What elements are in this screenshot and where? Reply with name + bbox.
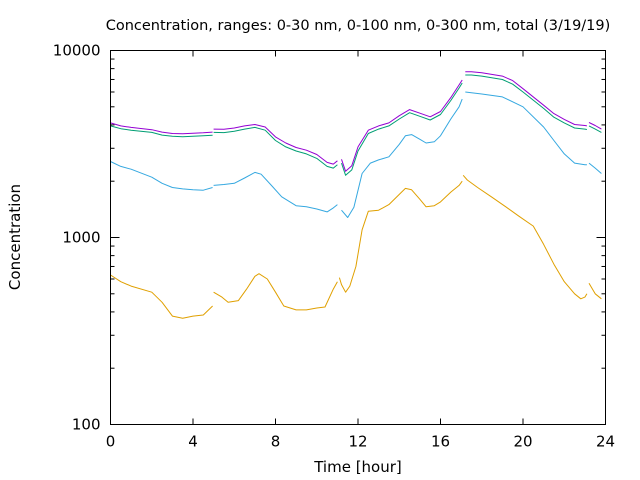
- x-tick-label: 16: [431, 433, 450, 451]
- series-1-segment-5: [588, 282, 602, 300]
- x-tick-label: 12: [348, 433, 367, 451]
- series-2-segment-5: [588, 162, 602, 174]
- series-2-segment-4: [465, 91, 587, 166]
- series-4-segment-3: [341, 79, 463, 172]
- x-tick-label: 4: [188, 433, 198, 451]
- series-3-segment-1: [110, 125, 213, 138]
- series-3-segment-5: [588, 125, 602, 133]
- series-2-segment-3: [341, 98, 463, 218]
- x-tick-label: 24: [596, 433, 615, 451]
- chart-title: Concentration, ranges: 0-30 nm, 0-100 nm…: [106, 18, 611, 34]
- x-tick-label: 0: [106, 433, 116, 451]
- y-tick-label: 10000: [53, 42, 101, 60]
- y-tick-label: 100: [72, 416, 101, 434]
- series-1-segment-3: [338, 180, 463, 293]
- x-axis-label: Time [hour]: [313, 458, 402, 476]
- series-1-segment-4: [462, 174, 588, 300]
- y-axis-label: Concentration: [6, 184, 24, 290]
- plot-series: [110, 71, 602, 319]
- series-4-segment-1: [110, 122, 213, 135]
- series-1-segment-2: [213, 273, 338, 311]
- series-4-segment-4: [465, 71, 587, 127]
- plot-frame: [110, 50, 606, 425]
- series-3-segment-4: [465, 74, 587, 130]
- axis-ticks: [110, 50, 606, 425]
- series-1-segment-1: [110, 274, 213, 319]
- x-tick-label: 8: [271, 433, 281, 451]
- series-2-segment-1: [110, 161, 213, 191]
- axis-tick-labels: 0 4 8 12 16 20 24 100 1000 10000: [53, 42, 615, 451]
- x-tick-label: 20: [513, 433, 532, 451]
- series-4-segment-5: [588, 122, 602, 130]
- series-3-segment-3: [341, 82, 463, 176]
- series-3-segment-2: [213, 126, 338, 169]
- series-4-segment-2: [213, 124, 338, 165]
- y-tick-label: 1000: [62, 229, 100, 247]
- series-2-segment-2: [213, 171, 338, 213]
